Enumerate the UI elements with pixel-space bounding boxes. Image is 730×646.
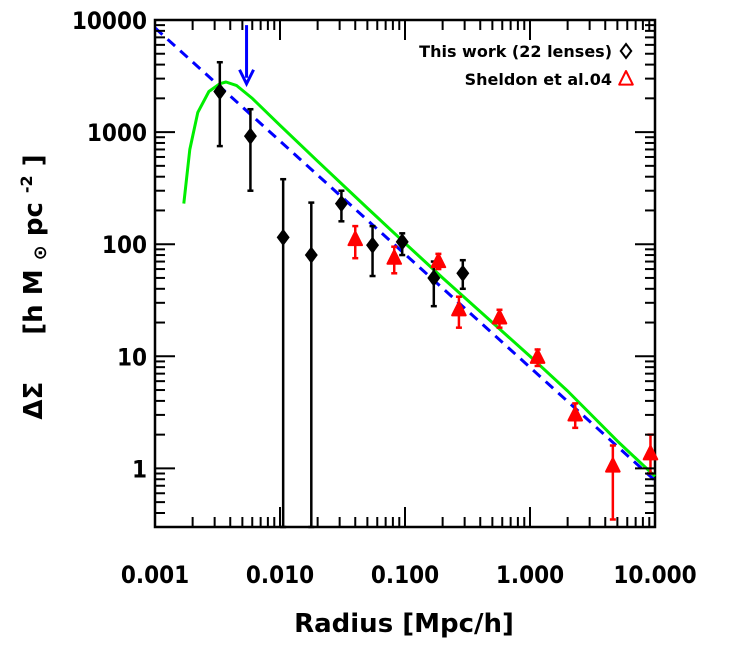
x-tick-label: 0.001 — [121, 561, 189, 589]
point-this-work — [395, 233, 409, 251]
point-sheldon — [529, 348, 546, 364]
axis-ticks — [154, 20, 655, 528]
legend-marker-triangle — [618, 70, 634, 86]
svg-text:ΔΣ [h M ⊙ p: ΔΣ [h M ⊙ pc -2 ] — [9, 154, 53, 419]
y-axis-title: ΔΣ [h M ⊙ pc -2 ] — [9, 154, 53, 419]
legend-label: Sheldon et al.04 — [465, 70, 612, 89]
y-tick-label: 10000 — [72, 7, 147, 35]
model-curve-dashed — [153, 26, 657, 482]
point-this-work — [366, 236, 380, 254]
point-sheldon — [386, 249, 403, 265]
point-this-work — [334, 194, 348, 213]
x-tick-label: 10.000 — [613, 561, 696, 589]
point-this-work — [213, 82, 227, 101]
point-sheldon — [642, 444, 659, 461]
x-axis-title: Radius [Mpc/h] — [294, 609, 514, 639]
model-curves — [153, 25, 657, 482]
point-sheldon — [605, 457, 621, 473]
y-axis-title-sun: ⊙ — [30, 245, 51, 260]
point-sheldon — [491, 308, 508, 325]
y-tick-label: 1000 — [87, 119, 147, 147]
y-axis-title-tail: pc — [19, 202, 49, 236]
tick-labels: 0.001 0.010 0.100 1.000 10.000 1 10 100 1000 1000… — [72, 7, 697, 589]
point-sheldon — [567, 405, 584, 422]
legend-label: This work (22 lenses) — [419, 42, 612, 61]
data-points — [213, 82, 659, 473]
x-tick-label: 0.010 — [246, 561, 314, 589]
point-this-work — [243, 127, 257, 145]
point-this-work — [456, 264, 470, 282]
point-this-work — [304, 246, 318, 264]
plot-frame — [153, 18, 657, 529]
point-sheldon — [451, 300, 467, 317]
y-axis-title-exponent: -2 — [17, 175, 36, 193]
error-bars — [216, 60, 654, 529]
point-sheldon — [347, 230, 364, 247]
point-sheldon — [430, 252, 447, 269]
y-tick-label: 1 — [132, 455, 147, 483]
point-this-work — [427, 269, 441, 287]
legend: This work (22 lenses) Sheldon et al.04 — [419, 42, 634, 89]
arrow-annotation-head — [238, 69, 255, 88]
x-tick-label: 0.100 — [371, 561, 439, 589]
plot-frame-layer — [153, 18, 657, 529]
y-tick-label: 10 — [117, 343, 147, 371]
y-tick-label: 100 — [102, 231, 147, 259]
x-tick-label: 1.000 — [496, 561, 564, 589]
y-axis-title-units: [h M — [19, 269, 49, 334]
legend-marker-diamond — [619, 42, 633, 60]
y-axis-title-close: ] — [19, 154, 49, 166]
y-axis-title-symbol: ΔΣ — [19, 382, 49, 420]
point-this-work — [276, 228, 290, 247]
